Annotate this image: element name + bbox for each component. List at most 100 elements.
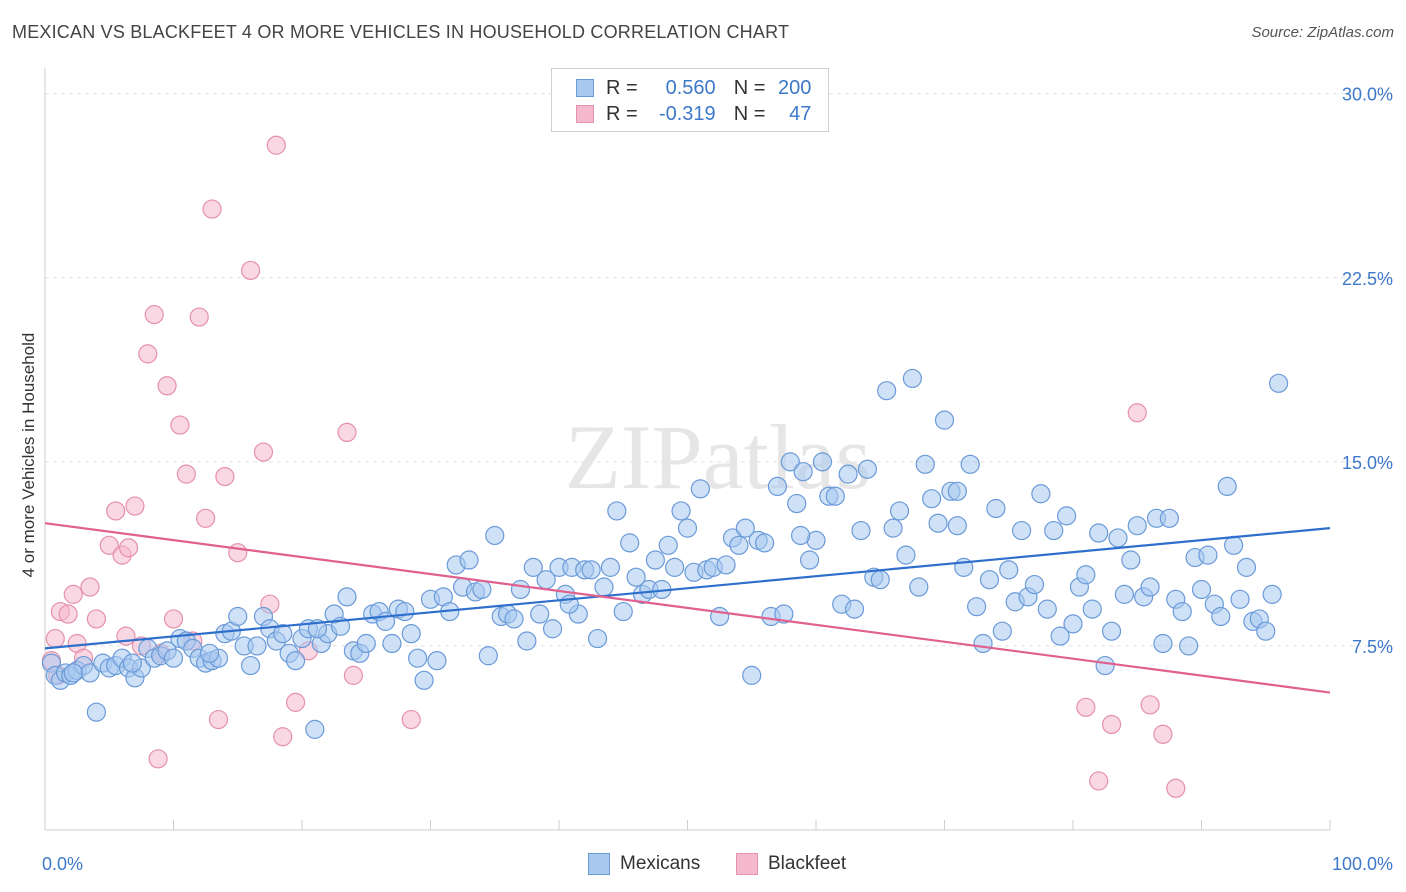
mexicans-point — [517, 631, 537, 651]
mexicans-point — [305, 719, 325, 739]
mexicans-point — [1114, 584, 1135, 604]
blackfeet-point — [86, 609, 107, 629]
blackfeet-point — [80, 577, 100, 597]
mexicans-point — [742, 665, 762, 685]
legend-row-blackfeet: R = -0.319 N = 47 — [576, 101, 811, 127]
mexicans-point — [1211, 606, 1231, 627]
mexicans-point — [1089, 523, 1109, 543]
mexicans-point — [337, 587, 357, 607]
blackfeet-point — [125, 496, 145, 516]
y-axis-label: 4 or more Vehicles in Household — [19, 333, 38, 578]
mexicans-point — [825, 486, 845, 506]
mexicans-point — [851, 520, 871, 541]
blackfeet-point — [99, 535, 119, 555]
mexicans-point — [1191, 579, 1212, 600]
mexicans-point — [523, 557, 543, 577]
mexicans-point — [754, 533, 775, 553]
mexicans-point — [1056, 506, 1077, 526]
blackfeet-point — [401, 709, 421, 730]
tick-labels: 7.5% 15.0% 22.5% 30.0% 0.0% 100.0% — [42, 85, 1393, 874]
x-tick-label: 100.0% — [1332, 854, 1393, 874]
blackfeet-point — [196, 508, 216, 528]
mexicans-point — [122, 653, 142, 673]
mexicans-point — [1121, 550, 1141, 570]
legend-item-mexicans[interactable]: Mexicans — [588, 852, 700, 876]
n-label: N = — [733, 102, 766, 125]
mexicans-point — [626, 567, 646, 587]
mexicans-point — [485, 525, 505, 546]
r-label: R = — [606, 76, 638, 99]
blackfeet-point — [45, 628, 65, 649]
mexicans-point — [228, 606, 248, 627]
mexicans-point — [163, 648, 184, 668]
mexicans-point — [857, 459, 878, 479]
mexicans-point — [1037, 599, 1057, 619]
blackfeet-point — [118, 538, 139, 558]
mexicans-point — [915, 454, 935, 474]
blackfeet-trend-line — [44, 522, 1331, 694]
mexicans-point — [960, 454, 980, 474]
n-label: N = — [733, 76, 766, 99]
y-tick-label: 22.5% — [1342, 269, 1393, 289]
blackfeet-point — [1127, 403, 1147, 423]
blackfeet-point — [157, 376, 177, 396]
mexicans-point — [285, 651, 306, 671]
mexicans-point — [401, 624, 421, 644]
mexicans-point — [1217, 476, 1237, 497]
blackfeet-point — [285, 692, 306, 712]
mexicans-point — [986, 498, 1006, 519]
mexicans-swatch — [576, 79, 594, 97]
blackfeet-point — [202, 199, 222, 219]
mexicans-point — [273, 624, 293, 644]
y-tick-label: 15.0% — [1342, 453, 1393, 473]
blackfeet-point — [189, 307, 209, 327]
x-tick-label: 0.0% — [42, 854, 83, 874]
chart-title: MEXICAN VS BLACKFEET 4 OR MORE VEHICLES … — [12, 22, 790, 42]
legend-row-mexicans: R = 0.560 N = 200 — [576, 75, 811, 101]
y-tick-label: 30.0% — [1342, 85, 1393, 105]
source-label: Source: ZipAtlas.com — [1251, 24, 1394, 41]
mexicans-point — [427, 651, 447, 671]
mexicans-point — [967, 597, 987, 617]
legend-item-blackfeet[interactable]: Blackfeet — [736, 852, 846, 876]
blackfeet-point — [138, 344, 158, 364]
blackfeet-point — [144, 305, 164, 325]
mexicans-point — [870, 570, 890, 590]
mexicans-point — [877, 381, 897, 401]
mexicans-point — [587, 628, 608, 649]
mexicans-point — [710, 606, 730, 627]
mexicans-point — [838, 464, 858, 484]
mexicans-point — [86, 702, 107, 722]
blackfeet-swatch — [576, 105, 594, 123]
mexicans-trend-line — [44, 527, 1331, 650]
mexicans-point — [1108, 528, 1128, 548]
mexicans-point — [594, 577, 614, 597]
mexicans-point — [671, 501, 691, 521]
mexicans-point — [1159, 508, 1179, 528]
mexicans-point — [1076, 565, 1096, 585]
mexicans-point — [1031, 484, 1051, 504]
blackfeet-point — [1101, 714, 1122, 735]
blackfeet-point — [215, 466, 235, 487]
mexicans-point — [677, 518, 698, 538]
trend-lines — [44, 522, 1331, 694]
mexicans-point — [199, 643, 220, 663]
y-tick-label: 7.5% — [1352, 637, 1393, 657]
mexicans-point — [408, 648, 428, 668]
mexicans-point — [1101, 621, 1122, 641]
mexicans-point — [478, 646, 498, 666]
n-value-mexicans: 200 — [778, 76, 812, 99]
mexicans-point — [896, 545, 916, 565]
mexicans-point — [1063, 614, 1083, 634]
mexicans-point — [607, 501, 627, 521]
axes — [44, 68, 1331, 831]
mexicans-point — [729, 535, 749, 555]
blackfeet-point — [170, 415, 190, 435]
blackfeet-point — [228, 543, 248, 563]
mexicans-point — [992, 621, 1012, 641]
blackfeet-point — [1076, 697, 1096, 717]
mexicans-point — [979, 570, 1000, 590]
mexicans-points — [41, 368, 1289, 739]
mexicans-point — [1095, 655, 1115, 676]
mexicans-point — [1262, 584, 1282, 604]
